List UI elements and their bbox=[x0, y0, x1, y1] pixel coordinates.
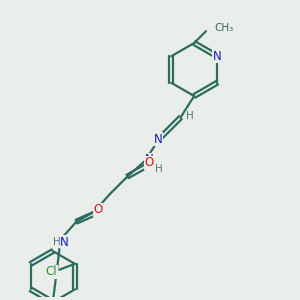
Text: H: H bbox=[53, 237, 61, 247]
Text: N: N bbox=[60, 236, 69, 249]
Text: N: N bbox=[145, 153, 153, 166]
Text: O: O bbox=[93, 203, 103, 216]
Text: H: H bbox=[186, 111, 194, 121]
Text: CH₃: CH₃ bbox=[215, 23, 234, 33]
Text: N: N bbox=[154, 133, 162, 146]
Text: O: O bbox=[144, 156, 154, 169]
Text: Cl: Cl bbox=[46, 265, 57, 278]
Text: H: H bbox=[155, 164, 163, 174]
Text: N: N bbox=[213, 50, 221, 63]
